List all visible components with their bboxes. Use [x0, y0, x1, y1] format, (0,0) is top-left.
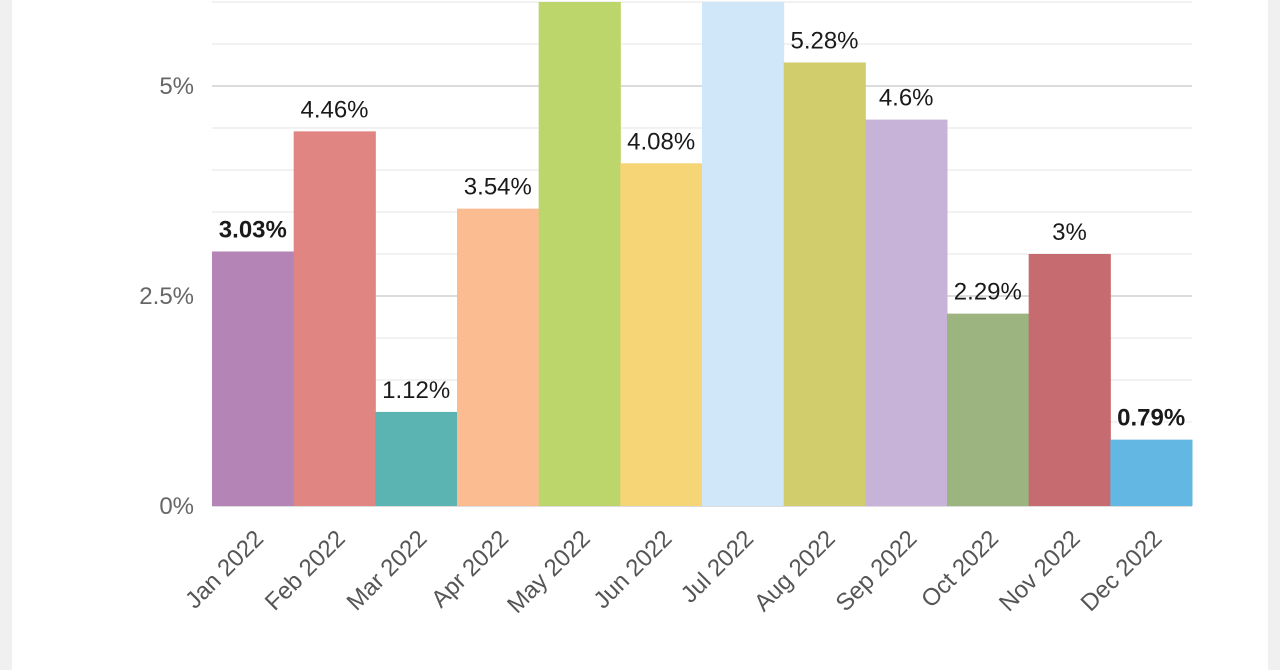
x-tick-label: Nov 2022 — [994, 525, 1086, 617]
x-tick-label: May 2022 — [502, 525, 596, 619]
bar-aug-2022[interactable] — [783, 62, 866, 506]
data-label: 3.03% — [219, 216, 287, 243]
x-tick-label: Apr 2022 — [426, 525, 514, 613]
y-tick-label: 0% — [159, 493, 194, 520]
x-tick-label: Dec 2022 — [1076, 525, 1168, 617]
bars — [212, 2, 1193, 507]
x-tick-label: Jul 2022 — [676, 525, 759, 608]
data-labels: 3.03% 4.46% 1.12% 3.54% 4.08% 5.28% 4.6% 2.29% 3… — [217, 27, 1186, 433]
x-tick-label: Mar 2022 — [342, 525, 433, 616]
x-tick-label: Jan 2022 — [180, 525, 269, 614]
data-label: 4.46% — [300, 96, 368, 123]
chart-card: 0% 2.5% 5% Jan 2022 Feb 2022 Mar 2022 Apr 202… — [12, 0, 1268, 670]
bar-sep-2022[interactable] — [865, 119, 948, 506]
bar-apr-2022[interactable] — [457, 208, 540, 506]
x-tick-label: Jun 2022 — [588, 525, 677, 614]
data-label: 3.54% — [464, 174, 532, 201]
bar-may-2022[interactable] — [538, 2, 621, 506]
bar-jun-2022[interactable] — [620, 163, 703, 506]
y-tick-label: 2.5% — [139, 283, 194, 310]
x-tick-label: Aug 2022 — [749, 525, 841, 617]
x-tick-label: Sep 2022 — [831, 525, 923, 617]
bar-dec-2022[interactable] — [1110, 439, 1193, 506]
bar-jul-2022[interactable] — [702, 2, 785, 506]
y-tick-label: 5% — [159, 73, 194, 100]
bar-jan-2022[interactable] — [212, 251, 295, 506]
data-label: 2.29% — [954, 279, 1022, 306]
bar-mar-2022[interactable] — [375, 411, 458, 506]
bar-nov-2022[interactable] — [1028, 254, 1111, 506]
x-tick-label: Feb 2022 — [260, 525, 351, 616]
data-label: 1.12% — [382, 377, 450, 404]
data-label: 0.79% — [1117, 405, 1185, 432]
bar-feb-2022[interactable] — [293, 131, 376, 507]
data-label: 4.6% — [879, 85, 934, 112]
data-label: 5.28% — [790, 27, 858, 54]
data-label: 3% — [1052, 219, 1087, 246]
data-label: 4.08% — [627, 128, 695, 155]
y-axis-ticks: 0% 2.5% 5% — [139, 73, 194, 520]
x-tick-label: Oct 2022 — [916, 525, 1004, 613]
bar-oct-2022[interactable] — [947, 313, 1030, 506]
